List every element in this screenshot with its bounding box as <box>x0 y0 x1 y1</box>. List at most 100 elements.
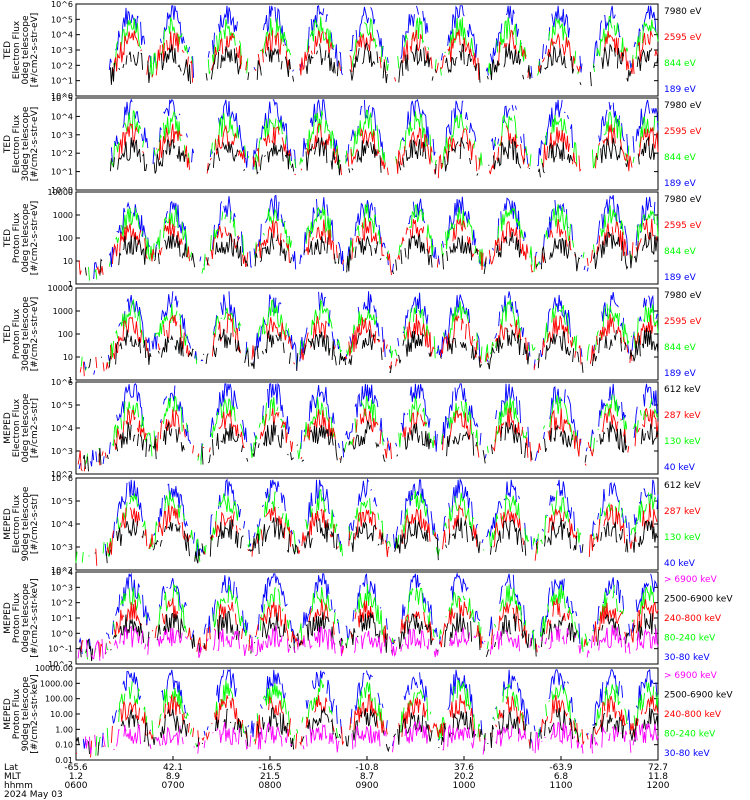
legend-entry: 189 eV <box>664 273 697 283</box>
y-axis-label: MEPED <box>3 698 13 730</box>
y-tick-label: 10^5 <box>51 94 73 103</box>
legend-entry: 189 eV <box>664 85 697 95</box>
panel-7: 10^-2 10^-1 10^0 10^1 10^2 10^3 10^4 MEPED Proto… <box>3 568 733 669</box>
y-axis-label: [#/cm2-s-str-eV] <box>30 13 40 88</box>
y-axis-label: MEPED <box>3 602 13 634</box>
y-axis-label: Proton Flux <box>12 308 22 359</box>
y-tick-label: 100 <box>58 330 73 339</box>
y-axis-label: [#/cm2-s-str-keV] <box>30 674 40 753</box>
y-tick-label: 10^4 <box>51 31 73 40</box>
legend-entry: 2500-6900 keV <box>664 691 733 701</box>
series-trace <box>88 327 659 374</box>
legend-entry: 2595 eV <box>664 317 702 327</box>
y-axis-label: TED <box>3 325 13 344</box>
series-trace <box>82 419 659 472</box>
y-tick-label: 10^5 <box>51 401 73 410</box>
panels: 10^0 10^1 10^2 10^3 10^4 10^5 10^6 TED Electron … <box>3 0 733 765</box>
y-axis-label: [#/cm2-s-str-eV] <box>30 107 40 182</box>
y-tick-label: 10^5 <box>51 497 73 506</box>
panel-8: 0.01 0.10 1.00 10.00 100.00 1000.00 10000.00 ME… <box>3 664 733 765</box>
x-tick-hhmm: 0700 <box>162 781 185 791</box>
y-tick-label: 10^2 <box>51 149 73 158</box>
y-axis-label: Proton Flux <box>12 592 22 643</box>
series-trace <box>75 694 659 758</box>
legend-entry: 844 eV <box>664 247 697 257</box>
y-tick-label: 10^2 <box>51 599 73 608</box>
y-axis-label: MEPED <box>3 508 13 540</box>
legend-entry: > 6900 keV <box>664 671 718 681</box>
legend-entry: 7980 eV <box>664 101 702 111</box>
panel-1: 10^0 10^1 10^2 10^3 10^4 10^5 10^6 TED Electron … <box>3 0 702 101</box>
legend-entry: 240-800 keV <box>664 710 722 720</box>
y-tick-label: 10^-2 <box>48 660 73 669</box>
y-tick-label: 10^6 <box>51 474 73 483</box>
y-tick-label: 10 <box>63 257 73 266</box>
y-tick-label: 10000 <box>48 284 73 293</box>
y-tick-label: 100 <box>58 234 73 243</box>
series-trace <box>109 41 659 87</box>
y-tick-label: 10^3 <box>51 131 73 140</box>
y-tick-label: 10^3 <box>51 583 73 592</box>
legend-entry: 30-80 keV <box>664 749 710 759</box>
legend-entry: 130 keV <box>664 437 701 447</box>
series-trace <box>118 122 659 179</box>
legend-entry: 2595 eV <box>664 221 702 231</box>
y-tick-label: 10^0 <box>51 92 73 101</box>
panel-3: 1 10 100 1000 10000 TED Proton Flux 0deg telesc… <box>3 188 702 289</box>
y-axis-label: 0deg telescope <box>21 583 31 653</box>
series-trace <box>104 478 659 557</box>
y-tick-label: 10^2 <box>51 566 73 575</box>
legend-entry: 130 keV <box>664 533 701 543</box>
y-tick-label: 0.01 <box>55 756 73 765</box>
y-axis-label: Electron Flux <box>12 114 22 173</box>
y-axis-label: Proton Flux <box>12 212 22 263</box>
x-tick-hhmm: 0800 <box>259 781 282 791</box>
x-tick-hhmm: 1100 <box>550 781 573 791</box>
x-date-label: 2024 May 03 <box>4 790 63 800</box>
x-tick-mlt: 11.8 <box>648 772 668 782</box>
legend-entry: 287 keV <box>664 411 701 421</box>
y-tick-label: 10^5 <box>51 15 73 24</box>
y-tick-label: 10^3 <box>51 46 73 55</box>
x-tick-mlt: 6.8 <box>554 772 569 782</box>
x-tick-mlt: 20.2 <box>454 772 474 782</box>
y-axis-label: 90deg telescope <box>21 486 31 561</box>
legend-entry: 189 eV <box>664 179 697 189</box>
y-tick-label: 1000.00 <box>40 679 73 688</box>
y-tick-label: 10^6 <box>51 0 73 9</box>
x-row-label-hhmm: hhmm <box>4 781 33 791</box>
y-tick-label: 10^1 <box>51 614 73 623</box>
y-tick-label: 10^4 <box>51 424 73 433</box>
y-tick-label: 10^1 <box>51 77 73 86</box>
y-tick-label: 10^6 <box>51 378 73 387</box>
y-tick-label: 10^-1 <box>48 645 73 654</box>
y-axis-label: TED <box>3 41 13 60</box>
y-tick-label: 1000 <box>53 307 73 316</box>
x-tick-lat: -65.6 <box>64 763 88 773</box>
y-tick-label: 10^4 <box>51 568 73 577</box>
y-tick-label: 1000 <box>53 211 73 220</box>
x-tick-hhmm: 1000 <box>453 781 476 791</box>
series-trace <box>111 29 659 83</box>
y-tick-label: 1.00 <box>55 725 73 734</box>
series-trace <box>82 668 658 749</box>
legend-entry: > 6900 keV <box>664 575 718 585</box>
legend-entry: 844 eV <box>664 343 697 353</box>
legend-entry: 2500-6900 keV <box>664 595 733 605</box>
y-tick-label: 10^3 <box>51 543 73 552</box>
legend-entry: 30-80 keV <box>664 653 710 663</box>
y-tick-label: 10000.00 <box>35 664 73 673</box>
legend-entry: 612 keV <box>664 385 701 395</box>
y-axis-label: Proton Flux <box>12 688 22 739</box>
x-tick-mlt: 8.9 <box>166 772 181 782</box>
legend-entry: 7980 eV <box>664 7 702 17</box>
legend-entry: 40 keV <box>664 559 696 569</box>
series-trace <box>80 597 659 658</box>
y-axis-label: MEPED <box>3 412 13 444</box>
y-tick-label: 10^0 <box>51 186 73 195</box>
series-trace <box>77 625 659 661</box>
y-axis-label: [#/cm2-s-str-keV] <box>30 578 40 657</box>
legend-entry: 2595 eV <box>664 33 702 43</box>
y-tick-label: 10^2 <box>51 61 73 70</box>
y-axis-label: TED <box>3 229 13 248</box>
